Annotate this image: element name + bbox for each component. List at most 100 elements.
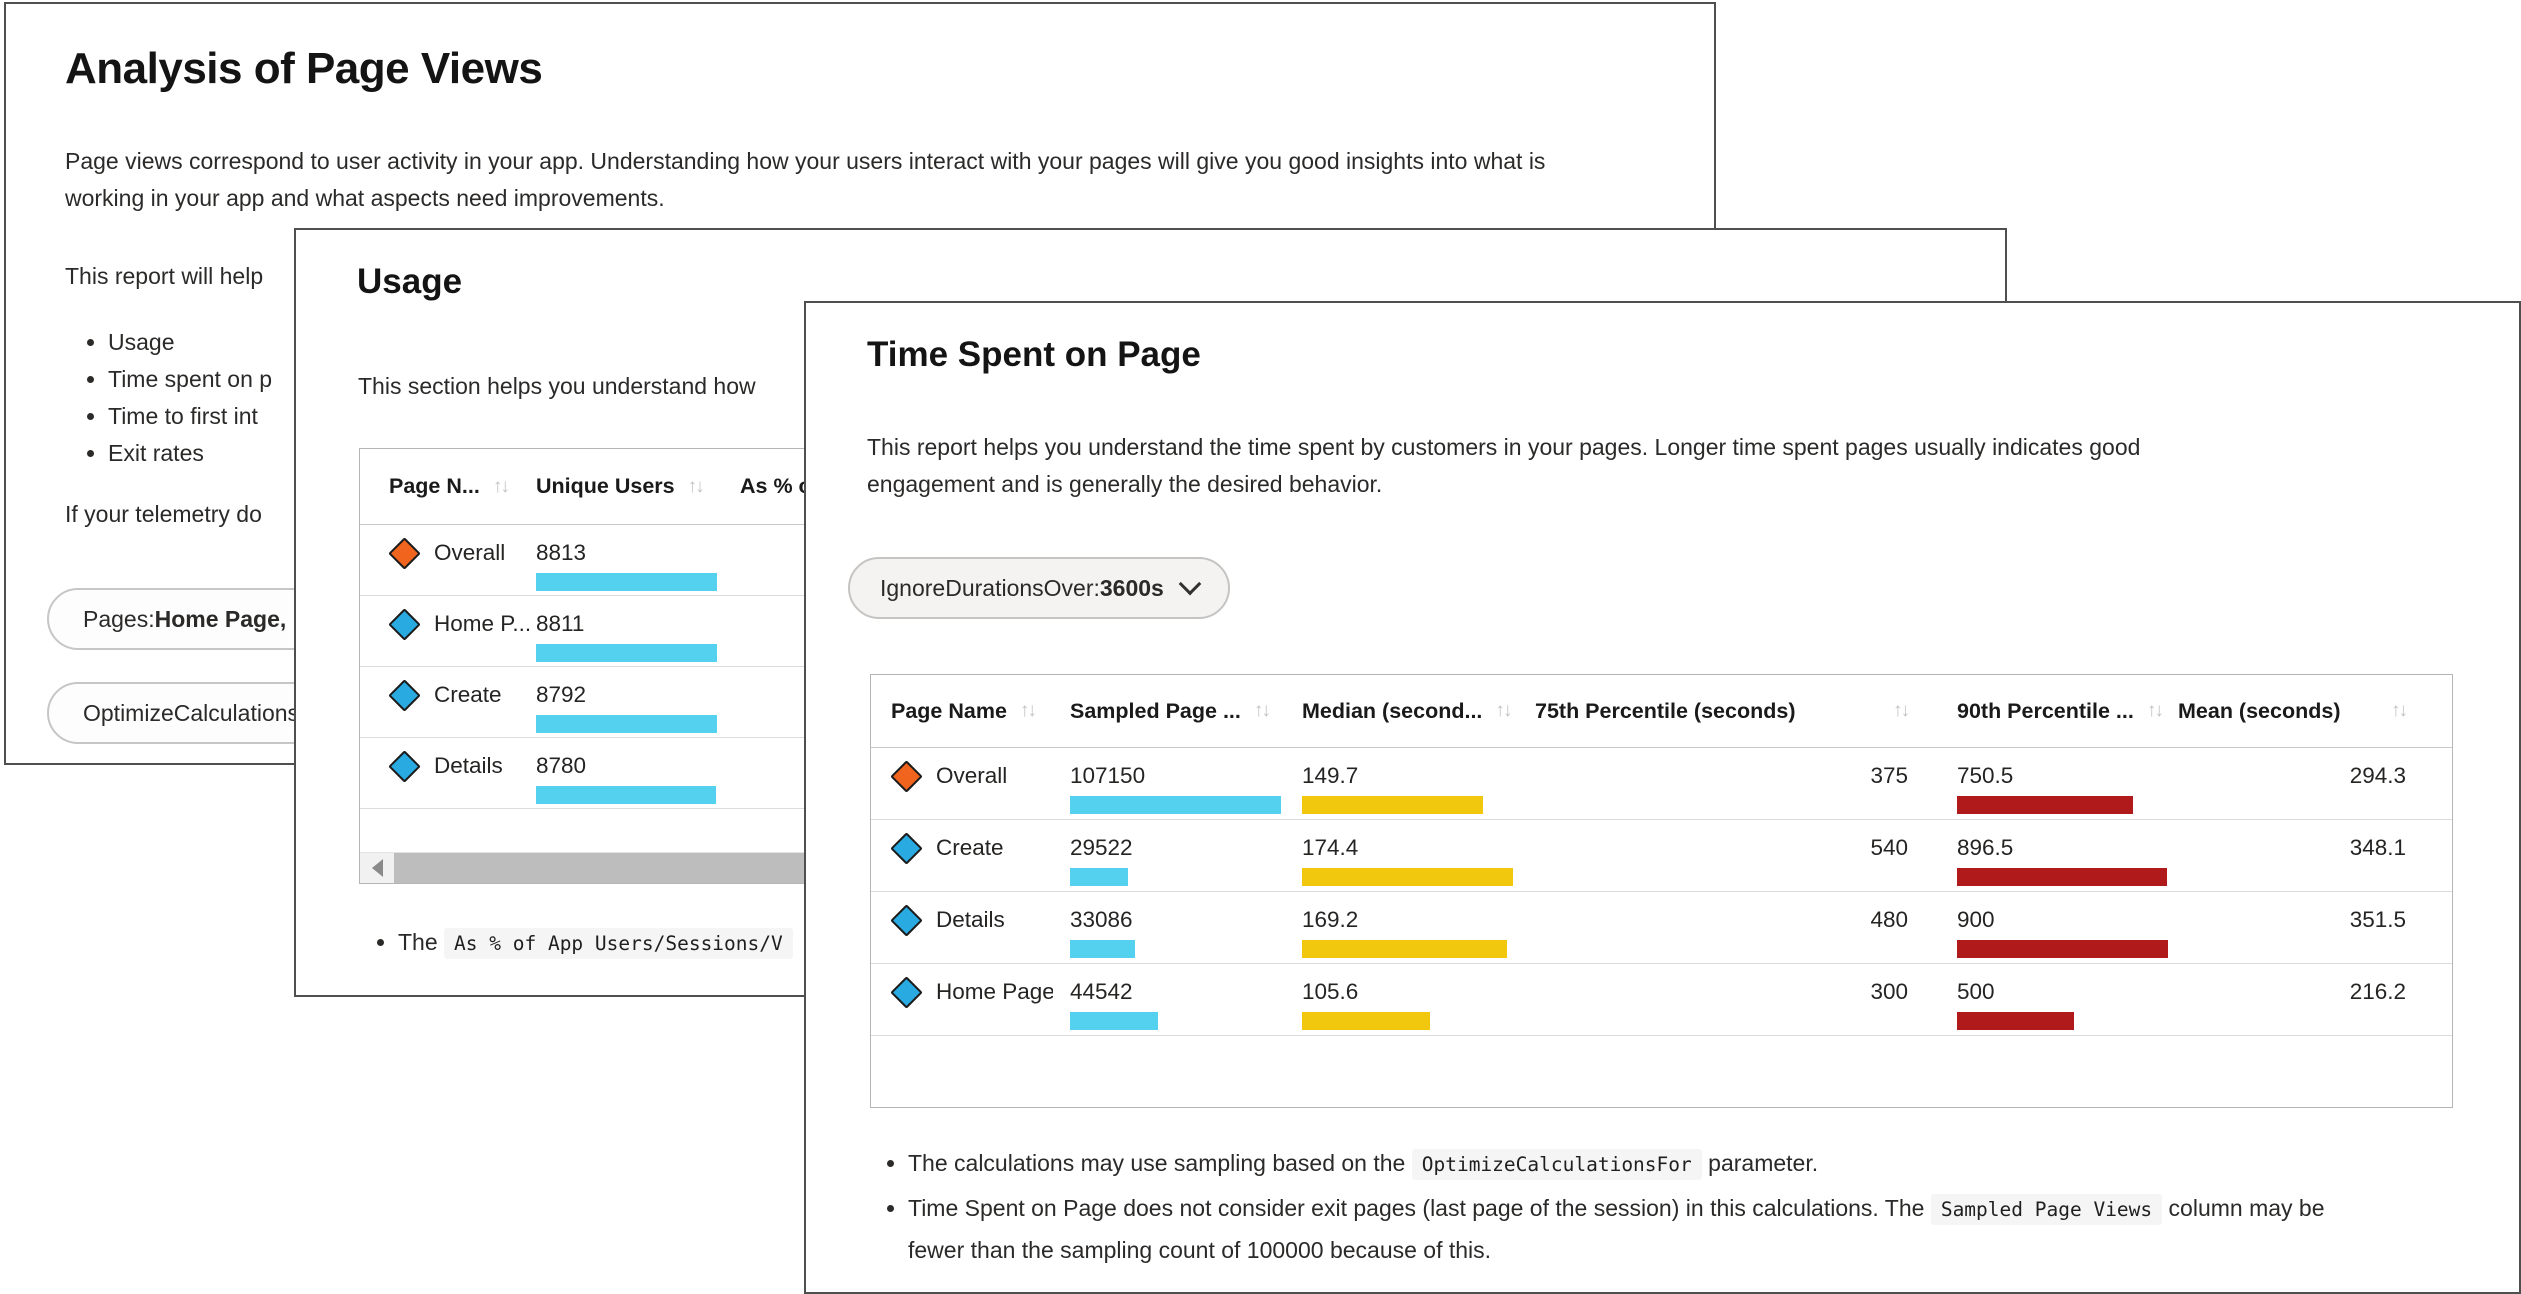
col-page-name-label: Page Name xyxy=(891,698,1007,723)
page-name-cell: Home P... xyxy=(360,596,536,666)
median-cell: 169.2 xyxy=(1288,892,1518,963)
page-name-value: Overall xyxy=(434,540,506,565)
series-marker-blue-diamond-icon xyxy=(388,608,421,641)
page-name-cell: Details xyxy=(871,892,1053,963)
report-contents-item: Time spent on p xyxy=(108,361,272,398)
usage-footnote-item: The As % of App Users/Sessions/V xyxy=(398,922,793,964)
scroll-left-icon xyxy=(371,859,383,877)
report-contents-item: Exit rates xyxy=(108,435,272,472)
p90-databar xyxy=(1957,868,2167,886)
col-sampled[interactable]: Sampled Page ... ↑↓ xyxy=(1053,675,1288,747)
page-name-value: Details xyxy=(936,907,1005,932)
page-name-cell: Create xyxy=(360,667,536,737)
median-value: 105.6 xyxy=(1302,979,1359,1004)
p75-value: 300 xyxy=(1870,979,1908,1004)
sampled-page-views-value: 107150 xyxy=(1070,763,1146,788)
p75-value: 540 xyxy=(1870,835,1908,860)
page-name-value: Create xyxy=(936,835,1004,860)
time-spent-table: Page Name ↑↓ Sampled Page ... ↑↓ Median … xyxy=(870,674,2453,1108)
sort-icon[interactable]: ↑↓ xyxy=(687,475,705,497)
col-mean[interactable]: Mean (seconds) ↑↓ xyxy=(2178,675,2452,747)
mean-value: 216.2 xyxy=(2349,979,2406,1004)
col-mean-label: Mean (seconds) xyxy=(2178,698,2341,723)
dropdown-label: IgnoreDurationsOver: xyxy=(880,574,1100,601)
sampled-databar xyxy=(1070,1012,1158,1030)
median-value: 149.7 xyxy=(1302,763,1359,788)
sort-icon[interactable]: ↑↓ xyxy=(1893,700,1910,721)
time-spent-window: Time Spent on Page This report helps you… xyxy=(804,301,2521,1294)
p75-cell: 540 xyxy=(1518,820,1948,891)
col-p75-label: 75th Percentile (seconds) xyxy=(1535,698,1796,723)
p90-databar xyxy=(1957,940,2168,958)
usage-footnotes: The As % of App Users/Sessions/V xyxy=(362,922,793,967)
page-name-cell: Overall xyxy=(871,748,1053,819)
sampled-databar xyxy=(1070,940,1135,958)
time-spent-intro: This report helps you understand the tim… xyxy=(867,434,2141,497)
report-contents-list: UsageTime spent on pTime to first intExi… xyxy=(72,324,272,472)
col-page-name[interactable]: Page Name ↑↓ xyxy=(871,675,1053,747)
ignore-durations-dropdown[interactable]: IgnoreDurationsOver: 3600s xyxy=(848,557,1230,619)
mean-cell: 216.2 xyxy=(2178,964,2452,1035)
unique-users-cell: 8811 xyxy=(536,596,740,666)
p90-value: 750.5 xyxy=(1957,763,2014,788)
col-p90-label: 90th Percentile ... xyxy=(1957,698,2134,723)
time-table-row[interactable]: Overall 107150 149.7 375 750.5 294.3 xyxy=(871,748,2452,820)
sort-icon[interactable]: ↑↓ xyxy=(1253,700,1271,721)
p90-value: 896.5 xyxy=(1957,835,2014,860)
time-footnote-item: The calculations may use sampling based … xyxy=(908,1143,2338,1185)
p75-cell: 375 xyxy=(1518,748,1948,819)
p90-cell: 896.5 xyxy=(1948,820,2178,891)
sort-icon[interactable]: ↑↓ xyxy=(2146,700,2164,721)
page-intro: Page views correspond to user activity i… xyxy=(65,148,1546,211)
page-name-cell: Create xyxy=(871,820,1053,891)
mean-value: 348.1 xyxy=(2349,835,2406,860)
unique-users-databar xyxy=(536,573,717,591)
usage-col-page-name[interactable]: Page N... ↑↓ xyxy=(360,449,536,524)
median-databar xyxy=(1302,1012,1430,1030)
time-table-row[interactable]: Home Page 44542 105.6 300 500 216.2 xyxy=(871,964,2452,1036)
sort-icon[interactable]: ↑↓ xyxy=(1495,700,1512,721)
median-databar xyxy=(1302,868,1513,886)
inline-code-chip: Sampled Page Views xyxy=(1930,1194,2163,1225)
sampled-page-views-cell: 44542 xyxy=(1053,964,1288,1035)
col-p90[interactable]: 90th Percentile ... ↑↓ xyxy=(1948,675,2178,747)
sampled-databar xyxy=(1070,796,1281,814)
page-name-cell: Home Page xyxy=(871,964,1053,1035)
scrollbar-left-button[interactable] xyxy=(360,853,394,883)
sampled-page-views-cell: 107150 xyxy=(1053,748,1288,819)
time-table-row[interactable]: Details 33086 169.2 480 900 351.5 xyxy=(871,892,2452,964)
sampled-page-views-value: 29522 xyxy=(1070,835,1133,860)
sort-icon[interactable]: ↑↓ xyxy=(2391,700,2408,721)
usage-table-row[interactable]: Create 8792 xyxy=(360,667,1938,738)
sort-icon[interactable]: ↑↓ xyxy=(492,475,510,497)
page-name-value: Overall xyxy=(936,763,1008,788)
unique-users-databar xyxy=(536,786,716,804)
page-title: Analysis of Page Views xyxy=(65,44,543,93)
p90-cell: 750.5 xyxy=(1948,748,2178,819)
p90-value: 500 xyxy=(1957,979,1995,1004)
series-marker-blue-diamond-icon xyxy=(890,832,923,865)
unique-users-value: 8811 xyxy=(536,611,585,636)
report-help-text: This report will help xyxy=(65,263,264,289)
sort-icon[interactable]: ↑↓ xyxy=(1019,700,1037,721)
series-marker-blue-diamond-icon xyxy=(890,976,923,1009)
unique-users-cell: 8780 xyxy=(536,738,740,808)
mean-cell: 294.3 xyxy=(2178,748,2452,819)
median-cell: 149.7 xyxy=(1288,748,1518,819)
col-median[interactable]: Median (second... ↑↓ xyxy=(1288,675,1518,747)
pill-prefix: OptimizeCalculations xyxy=(83,699,300,726)
mean-value: 351.5 xyxy=(2349,907,2406,932)
report-contents-item: Time to first int xyxy=(108,398,272,435)
col-p75[interactable]: 75th Percentile (seconds) ↑↓ xyxy=(1518,675,1948,747)
series-marker-blue-diamond-icon xyxy=(388,679,421,712)
usage-col-page-name-label: Page N... xyxy=(389,474,480,498)
p90-value: 900 xyxy=(1957,907,1995,932)
sampled-page-views-cell: 33086 xyxy=(1053,892,1288,963)
time-table-row[interactable]: Create 29522 174.4 540 896.5 348.1 xyxy=(871,820,2452,892)
page-name-value: Create xyxy=(434,682,502,707)
p90-cell: 500 xyxy=(1948,964,2178,1035)
usage-col-unique-users[interactable]: Unique Users ↑↓ xyxy=(536,449,740,524)
series-marker-orange-diamond-icon xyxy=(388,537,421,570)
unique-users-value: 8780 xyxy=(536,753,587,778)
p75-cell: 480 xyxy=(1518,892,1948,963)
